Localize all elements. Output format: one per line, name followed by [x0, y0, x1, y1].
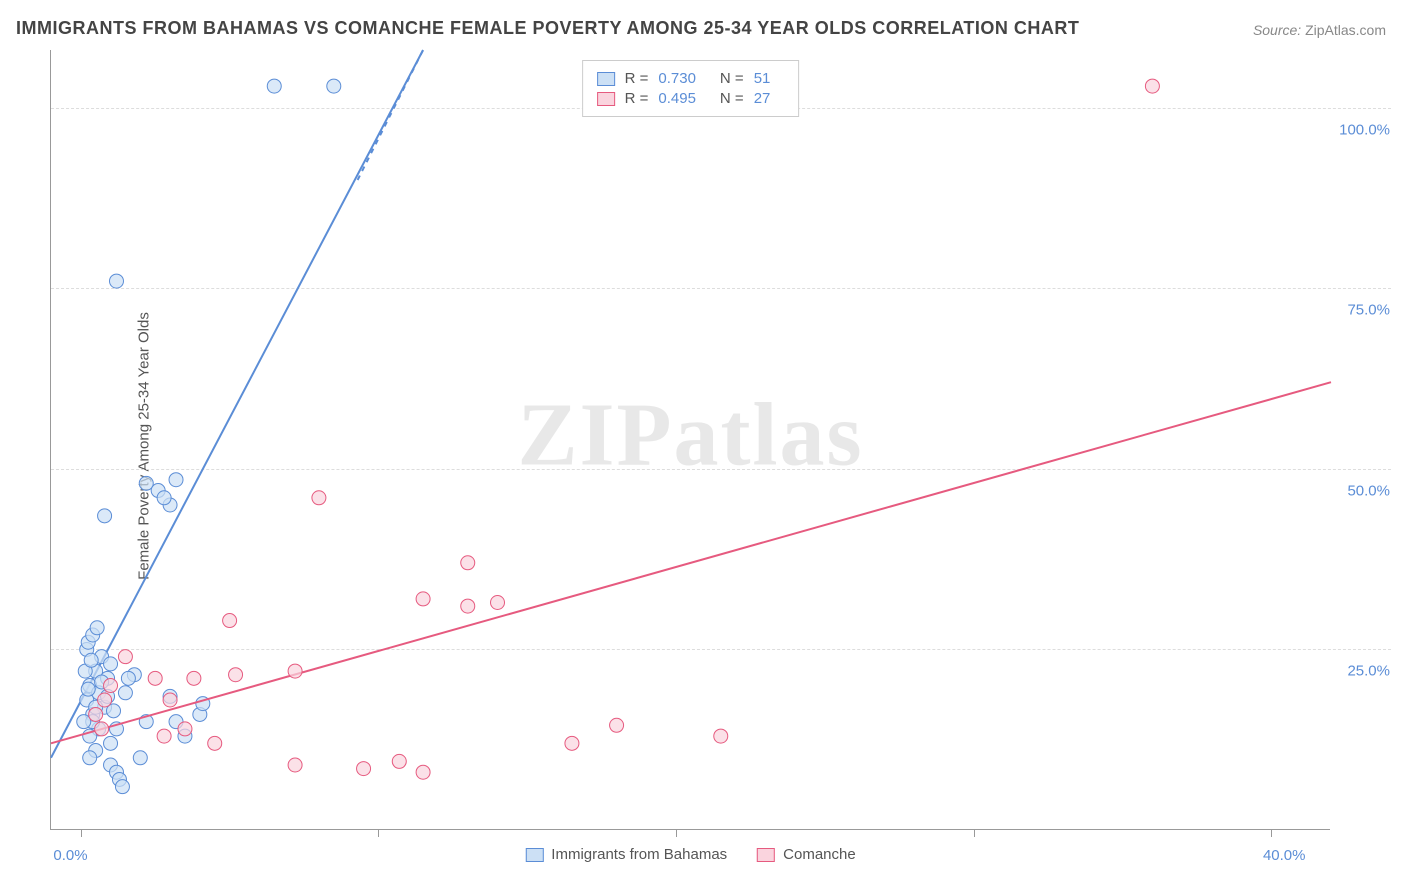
data-point — [157, 729, 171, 743]
legend-item-1: Immigrants from Bahamas — [525, 846, 727, 863]
source-label: Source: ZipAtlas.com — [1253, 22, 1386, 38]
data-point — [1145, 79, 1159, 93]
data-point — [83, 751, 97, 765]
r-value-2: 0.495 — [658, 90, 696, 107]
data-point — [98, 693, 112, 707]
y-tick-label: 100.0% — [1339, 121, 1390, 138]
data-point — [223, 614, 237, 628]
series-2-name: Comanche — [783, 846, 856, 863]
r-label: R = — [625, 90, 649, 107]
data-point — [89, 707, 103, 721]
data-point — [118, 650, 132, 664]
plot-area: ZIPatlas 25.0%50.0%75.0%100.0% 0.0%40.0%… — [50, 50, 1330, 830]
data-point — [187, 671, 201, 685]
data-point — [84, 653, 98, 667]
legend-row-series-1: R = 0.730 N = 51 — [597, 70, 785, 87]
data-point — [416, 765, 430, 779]
plot-svg — [51, 50, 1330, 829]
data-point — [491, 596, 505, 610]
y-tick-label: 75.0% — [1347, 302, 1390, 319]
data-point — [95, 722, 109, 736]
n-value-2: 27 — [754, 90, 771, 107]
chart-container: IMMIGRANTS FROM BAHAMAS VS COMANCHE FEMA… — [0, 0, 1406, 892]
data-point — [133, 751, 147, 765]
data-point — [148, 671, 162, 685]
data-point — [118, 686, 132, 700]
data-point — [229, 668, 243, 682]
chart-title: IMMIGRANTS FROM BAHAMAS VS COMANCHE FEMA… — [16, 18, 1079, 39]
data-point — [392, 754, 406, 768]
data-point — [267, 79, 281, 93]
legend-correlation: R = 0.730 N = 51 R = 0.495 N = 27 — [582, 60, 800, 117]
x-tick — [1271, 829, 1272, 837]
trend-line-1 — [51, 382, 1331, 743]
y-tick-label: 50.0% — [1347, 482, 1390, 499]
n-value-1: 51 — [754, 70, 771, 87]
data-point — [312, 491, 326, 505]
x-tick — [81, 829, 82, 837]
data-point — [461, 556, 475, 570]
source-prefix: Source: — [1253, 22, 1301, 38]
legend-series: Immigrants from Bahamas Comanche — [525, 846, 855, 863]
data-point — [565, 736, 579, 750]
n-label: N = — [720, 90, 744, 107]
r-label: R = — [625, 70, 649, 87]
data-point — [714, 729, 728, 743]
trend-line-dash-0 — [358, 50, 423, 180]
legend-item-2: Comanche — [757, 846, 856, 863]
series-1-name: Immigrants from Bahamas — [551, 846, 727, 863]
data-point — [157, 491, 171, 505]
x-tick-label: 40.0% — [1263, 847, 1306, 864]
x-tick — [676, 829, 677, 837]
n-label: N = — [720, 70, 744, 87]
data-point — [104, 657, 118, 671]
x-tick — [378, 829, 379, 837]
data-point — [169, 473, 183, 487]
data-point — [178, 722, 192, 736]
data-point — [104, 736, 118, 750]
data-point — [610, 718, 624, 732]
data-point — [357, 762, 371, 776]
data-point — [104, 679, 118, 693]
y-tick-label: 25.0% — [1347, 663, 1390, 680]
swatch-series-1 — [597, 72, 615, 86]
data-point — [461, 599, 475, 613]
data-point — [327, 79, 341, 93]
data-point — [98, 509, 112, 523]
legend-row-series-2: R = 0.495 N = 27 — [597, 90, 785, 107]
swatch-series-2 — [757, 848, 775, 862]
data-point — [81, 682, 95, 696]
data-point — [288, 664, 302, 678]
data-point — [416, 592, 430, 606]
x-tick — [974, 829, 975, 837]
data-point — [121, 671, 135, 685]
swatch-series-1 — [525, 848, 543, 862]
r-value-1: 0.730 — [658, 70, 696, 87]
data-point — [208, 736, 222, 750]
swatch-series-2 — [597, 92, 615, 106]
x-tick-label: 0.0% — [53, 847, 87, 864]
data-point — [90, 621, 104, 635]
data-point — [163, 693, 177, 707]
data-point — [288, 758, 302, 772]
data-point — [109, 274, 123, 288]
source-name: ZipAtlas.com — [1305, 22, 1386, 38]
data-point — [115, 780, 129, 794]
